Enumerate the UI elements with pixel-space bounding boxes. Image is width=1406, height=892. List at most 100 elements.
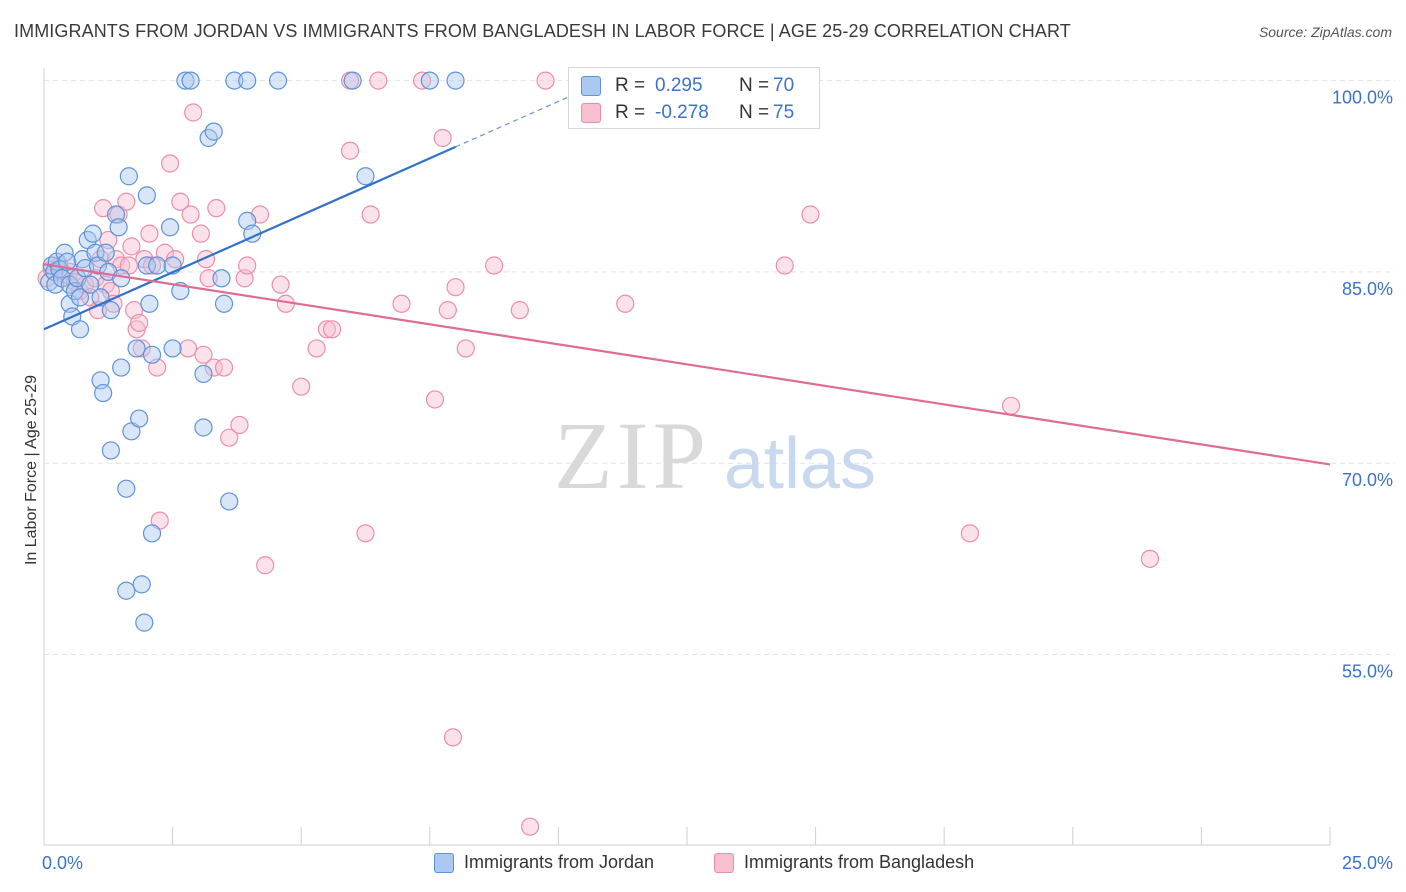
legend-r-label: R = [615,75,646,96]
bangladesh-point [317,320,337,339]
bangladesh-point [801,205,820,224]
legend-row-jordan: R = 0.295 N = 70 [581,73,794,99]
bangladesh-point [521,817,540,836]
bangladesh-points [37,71,1160,836]
bangladesh-point [132,339,151,358]
jordan-point [343,71,362,90]
jordan-point [356,167,375,186]
bangladesh-point [292,377,311,396]
legend-n-value-jordan: 70 [773,75,795,96]
jordan-point [127,339,146,358]
bangladesh-point [322,320,342,339]
bangladesh-point [160,154,180,173]
bangladesh-point [117,192,136,211]
jordan-point [204,122,223,141]
jordan-points [40,71,465,632]
bangladesh-point [238,256,257,275]
bangladesh-point [340,141,360,160]
jordan-point [238,71,257,90]
jordan-point [220,492,239,511]
bangladesh-point [199,269,218,288]
legend-n-label: N = [739,102,770,123]
bangladesh-point [140,224,159,243]
jordan-point [132,575,151,594]
bangladesh-legend-swatch [714,852,734,873]
bangladesh-point [207,199,226,218]
bangladesh-point [204,358,223,377]
bangladesh-point [178,339,198,358]
legend-label-bangladesh: Immigrants from Bangladesh [744,852,975,872]
y-tick-label: 70.0% [1342,470,1393,490]
bangladesh-swatch [581,103,601,123]
bangladesh-point [194,345,213,364]
legend-item-bangladesh[interactable]: Immigrants from Bangladesh [714,852,974,873]
jordan-point [176,71,195,90]
bangladesh-point [438,301,457,320]
jordan-swatch [581,76,601,96]
legend-item-jordan[interactable]: Immigrants from Jordan [434,852,654,873]
y-tick-label: 85.0% [1342,279,1393,299]
jordan-point [212,269,231,288]
watermark-atlas: atlas [724,424,876,504]
legend-label-jordan: Immigrants from Jordan [464,852,655,872]
bangladesh-point [191,224,210,243]
source-label: Source: ZipAtlas.com [1258,24,1392,40]
jordan-point [81,275,100,294]
bangladesh-point [122,237,141,256]
jordan-legend-swatch [434,852,454,873]
jordan-point [137,256,156,275]
jordan-point [140,294,159,313]
jordan-point [268,71,288,90]
bangladesh-point [356,524,375,543]
bangladesh-point [220,428,239,447]
jordan-point [446,71,465,90]
jordan-point [194,364,213,384]
jordan-point [70,320,90,339]
jordan-point [94,383,113,403]
legend-row-bangladesh: R = -0.278 N = 75 [581,100,794,126]
jordan-point [214,294,234,313]
legend-n-label: N = [739,75,770,96]
watermark-zip: ZIP [554,402,710,509]
bangladesh-point [1140,549,1160,568]
jordan-point [420,71,439,90]
bangladesh-point [361,205,380,224]
grid-layer [44,80,1395,655]
jordan-point [130,409,149,428]
bangladesh-point [130,313,149,333]
tick-labels: 55.0% 70.0% 85.0% 100.0% 0.0% 25.0% [42,88,1393,873]
correlation-legend: R = 0.295 N = 70 R = -0.278 N = 75 [568,67,820,129]
legend-r-value-bangladesh: -0.278 [655,102,709,123]
bangladesh-point [307,339,326,358]
series-legend: Immigrants from Jordan Immigrants from B… [0,852,1406,876]
jordan-point [117,479,136,498]
bangladesh-point [214,358,234,377]
bangladesh-point [536,71,555,90]
bangladesh-point [230,415,249,435]
jordan-point [119,167,138,186]
trend-lines [43,94,1331,466]
y-tick-label: 55.0% [1342,662,1393,682]
axis-layer [43,68,1331,846]
jordan-point [112,358,131,377]
bangladesh-point [392,294,411,313]
chart-title: IMMIGRANTS FROM JORDAN VS IMMIGRANTS FRO… [14,21,1071,41]
bangladesh-point [510,301,529,320]
jordan-point [70,288,90,307]
bangladesh-point [184,103,203,122]
bangladesh-point [181,205,200,224]
jordan-point [142,524,162,543]
jordan-point [225,71,244,90]
bangladesh-point [960,524,980,543]
bangladesh-point [271,275,290,294]
legend-n-value-bangladesh: 75 [773,102,795,123]
jordan-point [117,581,136,600]
bangladesh-point [142,256,162,275]
jordan-trend-extension [455,94,575,148]
jordan-point [142,345,162,364]
bangladesh-trend-line [43,263,1331,466]
jordan-point [137,186,156,205]
jordan-point [163,339,182,358]
bangladesh-point [456,339,475,358]
bangladesh-point [412,71,432,90]
